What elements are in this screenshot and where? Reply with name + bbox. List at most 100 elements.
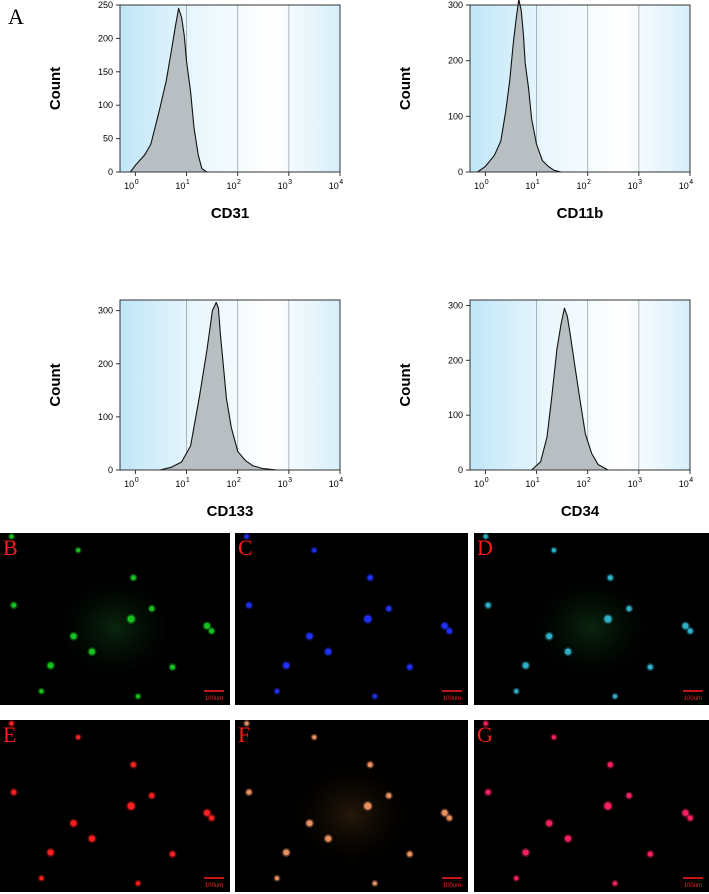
x-tick-exponent: 2	[587, 477, 591, 484]
background-glow	[281, 754, 422, 875]
cell	[306, 820, 313, 827]
cell	[407, 851, 413, 857]
x-tick-label: 103	[278, 179, 293, 191]
x-tick-exponent: 3	[288, 477, 292, 484]
cell	[546, 633, 553, 640]
cell	[485, 789, 491, 795]
micrograph-background	[474, 720, 709, 892]
y-tick-label: 100	[98, 412, 113, 422]
cell	[306, 633, 313, 640]
y-tick-label: 0	[458, 465, 463, 475]
cell	[274, 689, 279, 694]
x-tick-label: 102	[226, 179, 241, 191]
cell	[565, 835, 571, 842]
y-tick-label: 100	[98, 100, 113, 110]
x-tick-exponent: 3	[288, 179, 292, 186]
plot-frame	[469, 299, 691, 471]
cell	[170, 851, 175, 857]
y-tick-label: 300	[448, 0, 463, 10]
cell	[626, 793, 632, 799]
y-axis-label: Count	[47, 363, 64, 406]
cell	[47, 662, 54, 669]
x-tick-label: 100	[124, 179, 139, 191]
cell	[11, 789, 17, 795]
x-tick-label: 102	[576, 477, 591, 489]
cell	[130, 762, 136, 768]
x-tick-label: 101	[175, 179, 190, 191]
x-tick-exponent: 0	[485, 477, 489, 484]
cell	[39, 689, 44, 694]
micrograph-f: F 100um	[235, 719, 468, 892]
cell	[47, 849, 54, 856]
x-tick-label: 102	[576, 179, 591, 191]
x-axis-label: CD34	[561, 503, 600, 520]
plot-frame	[469, 4, 691, 173]
cell	[485, 602, 491, 608]
cell	[607, 575, 613, 581]
micrograph-b: B 100um	[0, 532, 230, 705]
background-glow	[521, 567, 662, 688]
x-tick-exponent: 2	[237, 477, 241, 484]
cell	[367, 762, 373, 768]
cell	[170, 664, 175, 670]
x-tick-exponent: 4	[339, 179, 343, 186]
cell	[76, 548, 81, 553]
cell	[244, 721, 249, 726]
cell	[246, 602, 252, 608]
cell	[209, 815, 215, 821]
scale-bar-label: 100um	[205, 883, 223, 889]
panel-label: C	[238, 535, 253, 560]
cell	[522, 849, 529, 856]
cell	[441, 809, 448, 816]
x-tick-label: 100	[474, 477, 489, 489]
x-tick-exponent: 1	[186, 179, 190, 186]
plot-frame	[119, 4, 341, 173]
histogram-area	[129, 7, 208, 173]
x-tick-label: 101	[525, 477, 540, 489]
cell	[204, 622, 210, 629]
cell	[407, 664, 413, 670]
y-tick-label: 100	[448, 410, 463, 420]
panel-label: E	[3, 722, 16, 747]
cell	[364, 615, 372, 623]
cell	[209, 628, 215, 634]
y-tick-label: 200	[98, 359, 113, 369]
panel-a-label: A	[8, 4, 24, 29]
y-tick-label: 250	[98, 0, 113, 10]
y-axis-label: Count	[397, 67, 414, 110]
cell	[607, 762, 613, 768]
histogram-area	[476, 0, 562, 173]
x-axis-label: CD133	[207, 503, 254, 520]
cell	[682, 622, 689, 629]
cell	[446, 628, 452, 634]
cell	[149, 793, 155, 799]
cell	[283, 849, 290, 856]
cell	[274, 876, 279, 881]
cell	[546, 820, 553, 827]
cell	[483, 534, 488, 539]
y-axis-label: Count	[47, 67, 64, 110]
cell	[11, 602, 17, 608]
cell	[514, 876, 519, 881]
cell	[514, 689, 519, 694]
cell	[39, 876, 44, 881]
cell	[70, 633, 77, 640]
micrograph-g: G 100um	[474, 719, 709, 892]
cell	[76, 735, 81, 740]
cell	[130, 575, 136, 581]
cell	[127, 615, 135, 623]
cell	[204, 809, 210, 816]
cell	[604, 802, 612, 810]
cell	[325, 835, 332, 842]
cell	[687, 628, 693, 634]
scale-bar-label: 100um	[205, 696, 223, 702]
x-tick-exponent: 0	[135, 477, 139, 484]
scale-bar-label: 100um	[443, 696, 461, 702]
scale-bar-label: 100um	[684, 696, 702, 702]
y-tick-label: 50	[103, 134, 113, 144]
cell	[386, 793, 392, 799]
x-tick-exponent: 1	[536, 179, 540, 186]
